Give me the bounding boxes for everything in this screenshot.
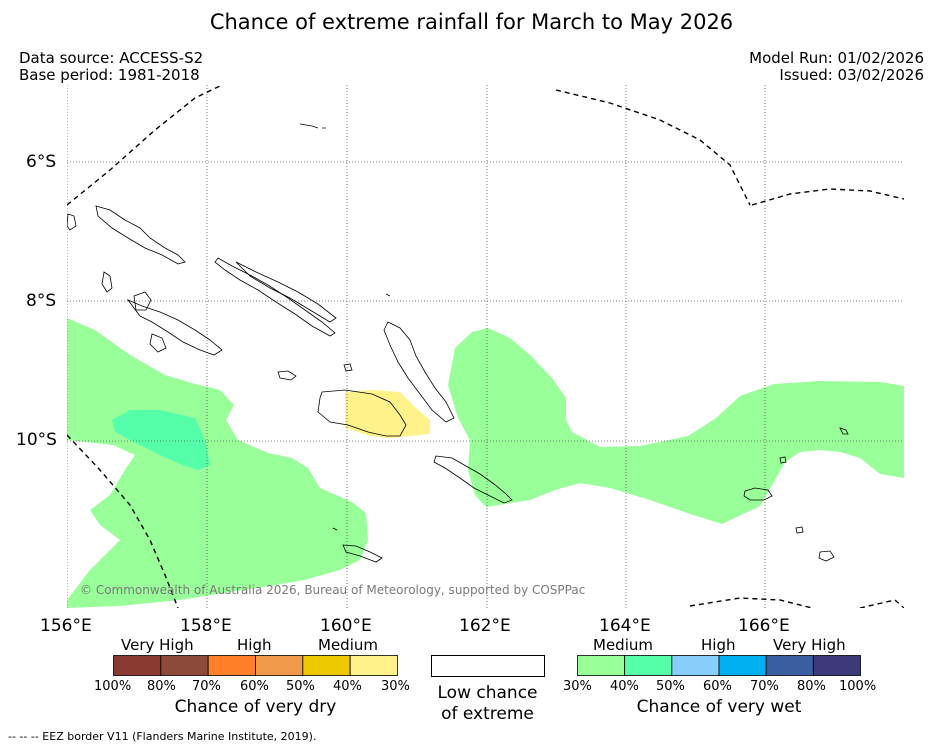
wet-medium-high-region-west [112,410,210,470]
dry-caption: Chance of very dry [174,697,337,717]
vanikoro-island [818,550,835,562]
dry-swatch-4 [302,655,351,676]
dry-tick-70: 70% [192,679,221,694]
dry-category-very-high: Very High [121,636,194,654]
choiseul-island [214,257,336,337]
wet-swatch-5 [812,655,861,676]
dry-tick-60: 60% [240,679,269,694]
guadalcanal-island [317,389,407,437]
low-chance-line1: Low chance [437,683,538,703]
rennell-island [342,544,383,563]
base-period-text: Base period: 1981-2018 [19,66,200,84]
malaita-island [383,321,455,423]
dry-swatch-1 [160,655,209,676]
wet-swatch-2 [671,655,720,676]
vella-lavella-island [133,291,152,311]
small-island-1 [277,370,297,381]
makira-island [433,455,513,504]
dry-tick-40: 40% [333,679,362,694]
wet-caption: Chance of very wet [636,697,802,717]
dry-swatch-0 [113,655,162,676]
lon-label-158e: 158°E [180,616,232,636]
wet-medium-region-east [448,328,904,524]
dry-colorbar [113,655,398,676]
issued-text: Issued: 03/02/2026 [779,66,924,84]
small-island-6 [101,271,113,293]
wet-category-medium: Medium [593,636,653,654]
lon-label-162e: 162°E [459,616,511,636]
low-chance-line2: of extreme [441,704,534,724]
santa-isabel-island [235,261,337,323]
small-island-8 [299,123,326,129]
wet-tick-50: 50% [656,679,685,694]
small-island-3 [779,456,787,464]
lon-label-166e: 166°E [738,616,790,636]
bougainville-island [95,205,186,265]
map-title: Chance of extreme rainfall for March to … [209,10,734,34]
dry-swatch-3 [255,655,304,676]
small-island-4 [795,526,804,534]
lat-label-6s: 6°S [26,152,57,172]
eez-borders [67,85,904,608]
copyright-text: © Commonwealth of Australia 2026, Bureau… [80,583,586,597]
dry-category-high: High [237,636,272,654]
lon-label-156e: 156°E [40,616,92,636]
low-chance-caption: Low chance of extreme [415,683,560,725]
wet-swatch-3 [718,655,767,676]
lon-label-164e: 164°E [599,616,651,636]
dry-tick-30: 30% [381,679,410,694]
dry-medium-region [345,390,430,438]
wet-swatch-1 [624,655,673,676]
dry-swatch-5 [349,655,398,676]
wet-category-high: High [701,636,736,654]
wet-swatch-0 [577,655,626,676]
lat-label-8s: 8°S [26,291,57,311]
coastlines [67,123,849,563]
wet-tick-100: 100% [839,679,877,694]
model-run-text: Model Run: 01/02/2026 [749,49,924,67]
small-island-10 [332,527,338,531]
new-georgia-island [126,299,223,356]
wet-tick-60: 60% [703,679,732,694]
wet-tick-70: 70% [750,679,779,694]
eez-border-e [751,188,904,206]
eez-footer-note: -- -- -- EEZ border V11 (Flanders Marine… [8,730,317,743]
small-island-7 [839,427,849,435]
graticule [67,85,904,608]
lon-label-160e: 160°E [320,616,372,636]
wet-category-very-high: Very High [773,636,846,654]
wet-tick-30: 30% [563,679,592,694]
wet-medium-region-west [67,318,368,608]
wet-colorbar [577,655,861,676]
meta-left: Data source: ACCESS-S2 Base period: 1981… [19,50,203,84]
dry-tick-80: 80% [147,679,176,694]
meta-right: Model Run: 01/02/2026 Issued: 03/02/2026 [749,50,924,84]
eez-border-sw [67,434,179,608]
wet-tick-80: 80% [797,679,826,694]
rendova-island [149,333,167,353]
data-source-text: Data source: ACCESS-S2 [19,49,204,67]
small-island-9 [385,293,391,297]
wet-tick-40: 40% [610,679,639,694]
dry-tick-50: 50% [286,679,315,694]
small-island-2 [343,363,353,372]
wet-swatch-4 [765,655,814,676]
eez-border-ne [555,89,751,206]
low-chance-swatch [431,655,545,677]
map-plot-area [67,85,904,608]
eez-border-se [689,597,815,608]
eez-border-se2 [859,599,904,608]
eez-border-nw [67,85,223,206]
dry-category-medium: Medium [318,636,378,654]
dry-tick-100: 100% [94,679,132,694]
lat-label-10s: 10°S [16,430,57,450]
small-island-5 [67,213,77,231]
nendo-island [743,487,773,501]
dry-swatch-2 [207,655,256,676]
